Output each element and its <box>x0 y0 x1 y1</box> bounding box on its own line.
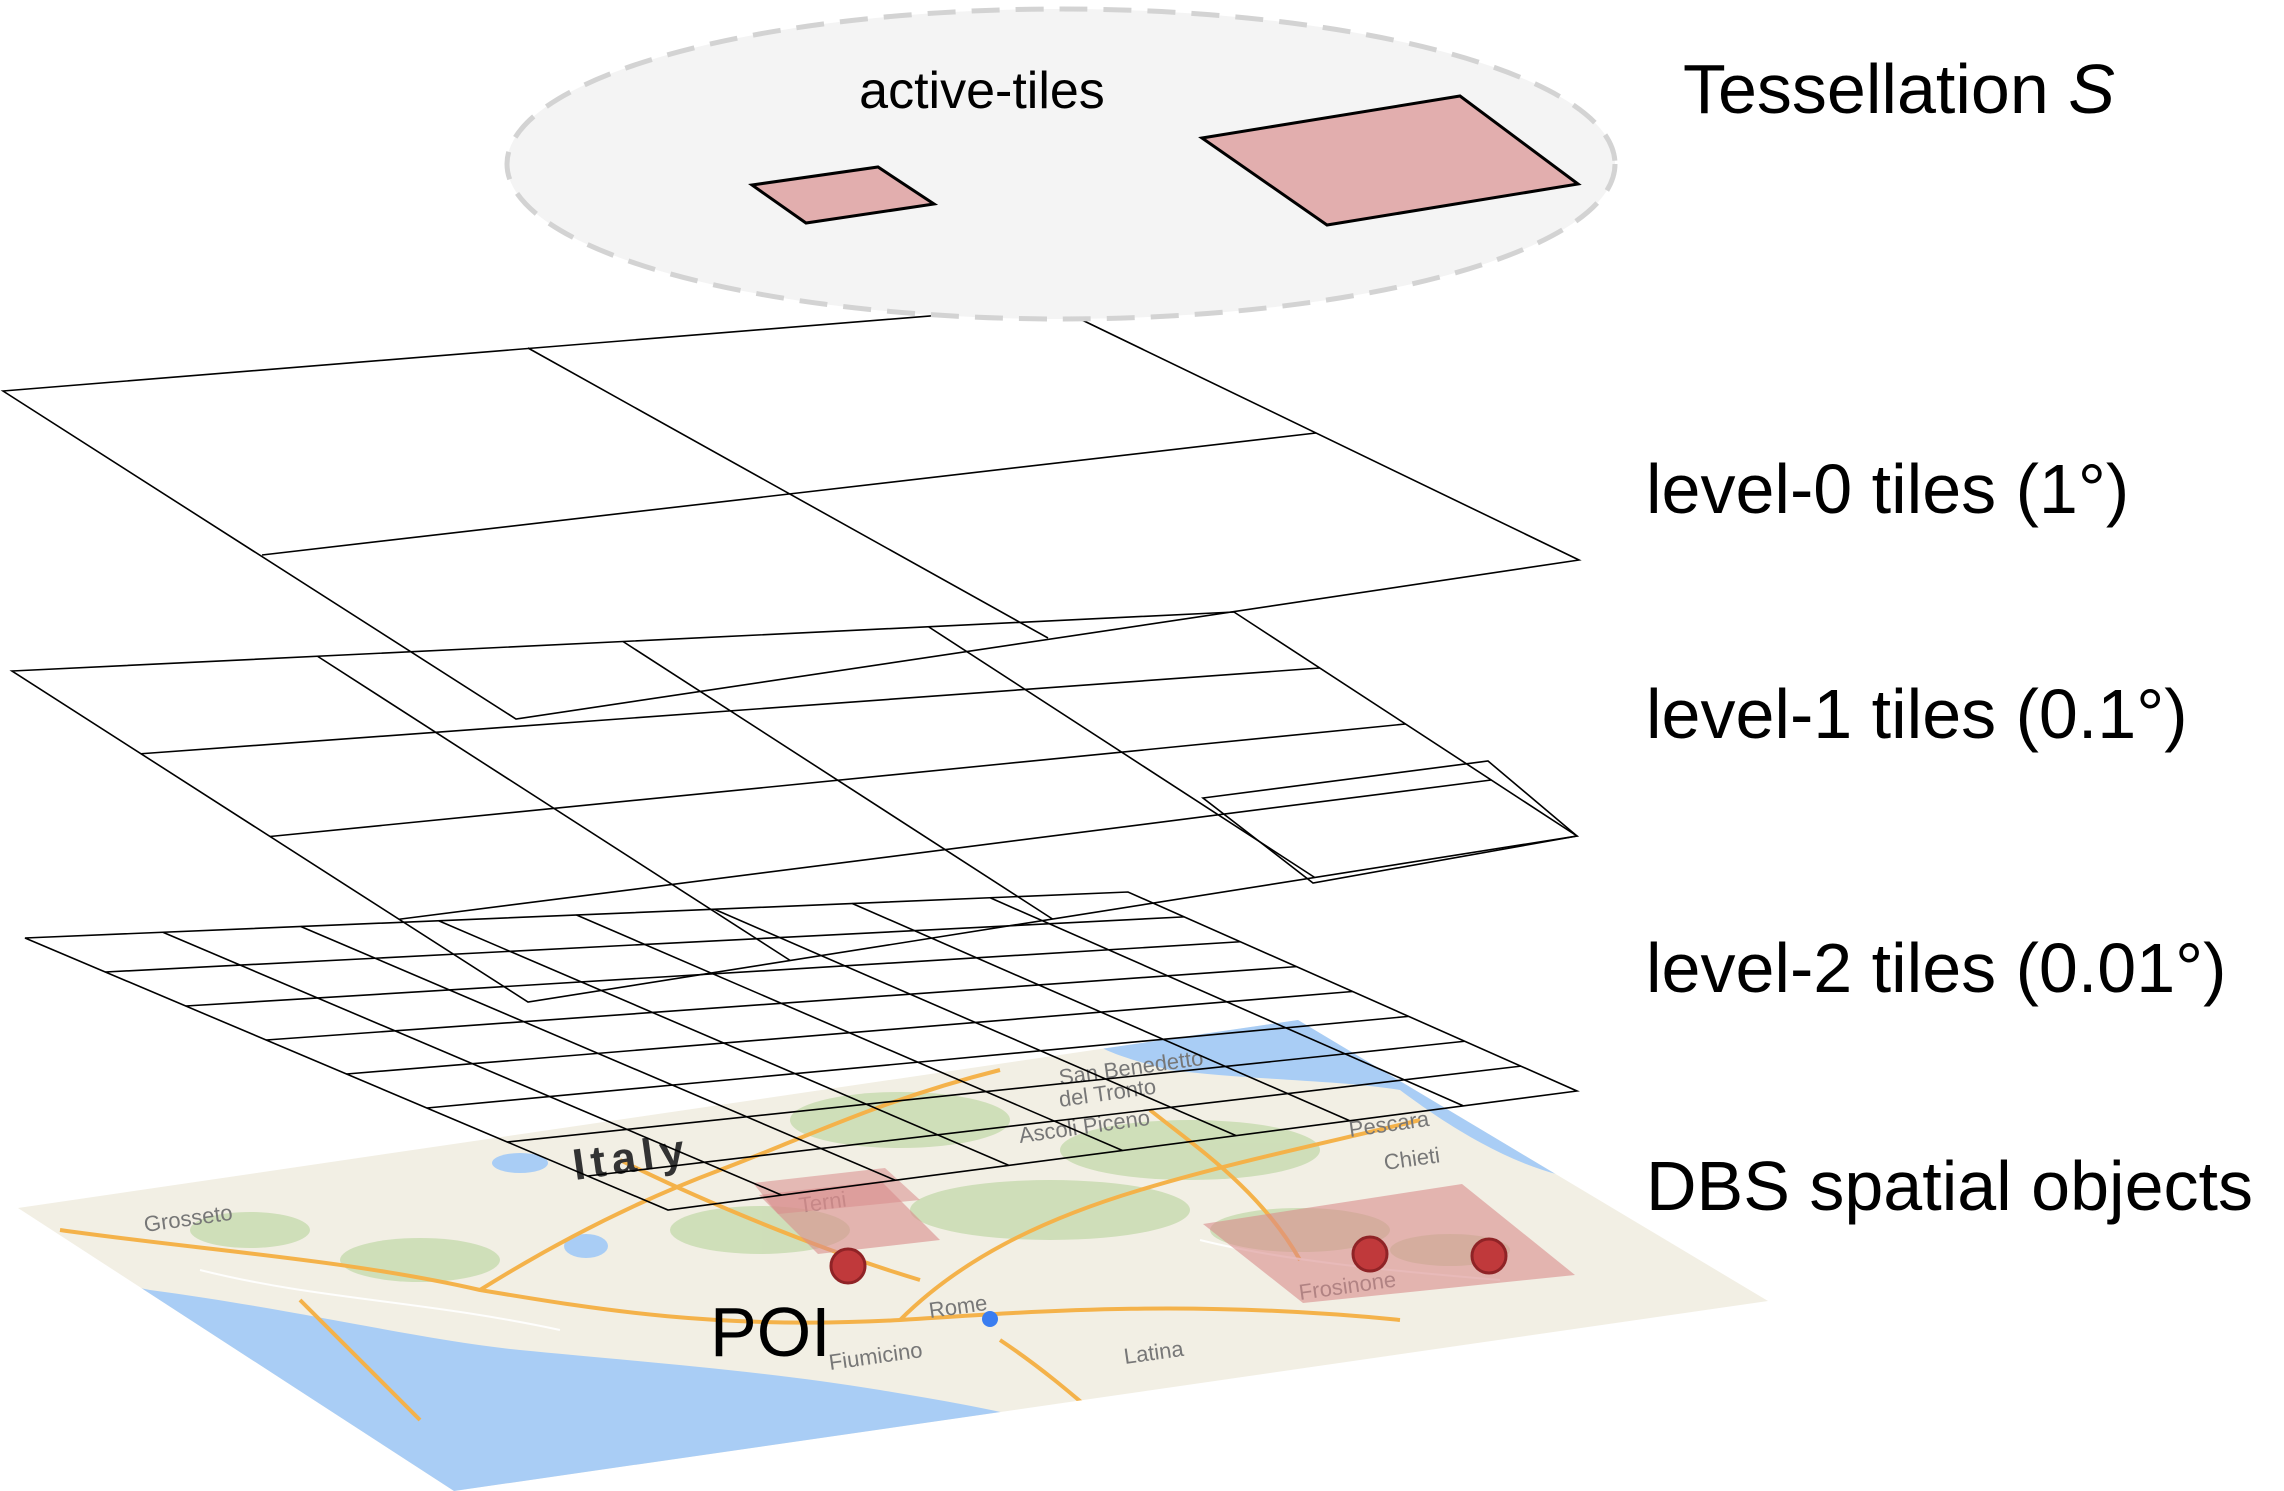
active-tiles-ellipse: active-tiles <box>504 6 1618 322</box>
level-0-outline <box>0 305 1582 720</box>
level-2-grid-line-v5 <box>426 1015 1409 1109</box>
level-2-grid-line-u7 <box>989 897 1464 1107</box>
active-tiles-label: active-tiles <box>859 62 1105 120</box>
level-2-grid-line-v4 <box>346 990 1353 1075</box>
level-0-divider-1 <box>527 347 1049 639</box>
dbs-label: DBS spatial objects <box>1646 1147 2253 1225</box>
map-plane: Grosseto Terni Ascoli Piceno San Benedet… <box>18 1020 1768 1491</box>
map-lake <box>564 1234 608 1258</box>
level-0-divider-2 <box>261 432 1317 556</box>
poi-marker-2 <box>1351 1235 1389 1273</box>
level-2-grid-line-v6 <box>507 1040 1465 1143</box>
level-2-label: level-2 tiles (0.01°) <box>1646 929 2226 1007</box>
tessellation-label: Tessellation S <box>1683 50 2115 128</box>
level-1-active-tile <box>1200 760 1579 884</box>
level-0-grid <box>0 305 1582 720</box>
poi-marker-3 <box>1470 1237 1508 1275</box>
map-lake-2 <box>492 1153 548 1173</box>
level-1-grid <box>9 611 1580 1003</box>
level-0-label: level-0 tiles (1°) <box>1646 450 2129 528</box>
level-2-grid-line-v7 <box>587 1065 1521 1177</box>
level-1-grid-line-v2 <box>269 723 1406 838</box>
level-2-grid <box>24 891 1580 1211</box>
dbs-object-area-2 <box>1203 1184 1575 1303</box>
map-city-dot <box>982 1311 998 1327</box>
active-tile-small <box>748 165 939 225</box>
poi-marker-1 <box>829 1247 867 1285</box>
map-sea-east <box>1090 1020 1560 1175</box>
level-1-grid-line-u3 <box>928 626 1316 879</box>
level-2-outline <box>24 891 1580 1211</box>
level-1-grid-line-v3 <box>398 779 1492 921</box>
poi-label: POI <box>710 1293 831 1371</box>
level-1-label: level-1 tiles (0.1°) <box>1646 675 2188 753</box>
dbs-object-area-3 <box>753 1168 920 1214</box>
level-2-grid-line-u5 <box>714 908 1237 1137</box>
active-tile-large <box>1198 94 1582 227</box>
level-2-grid-line-u6 <box>851 902 1351 1122</box>
